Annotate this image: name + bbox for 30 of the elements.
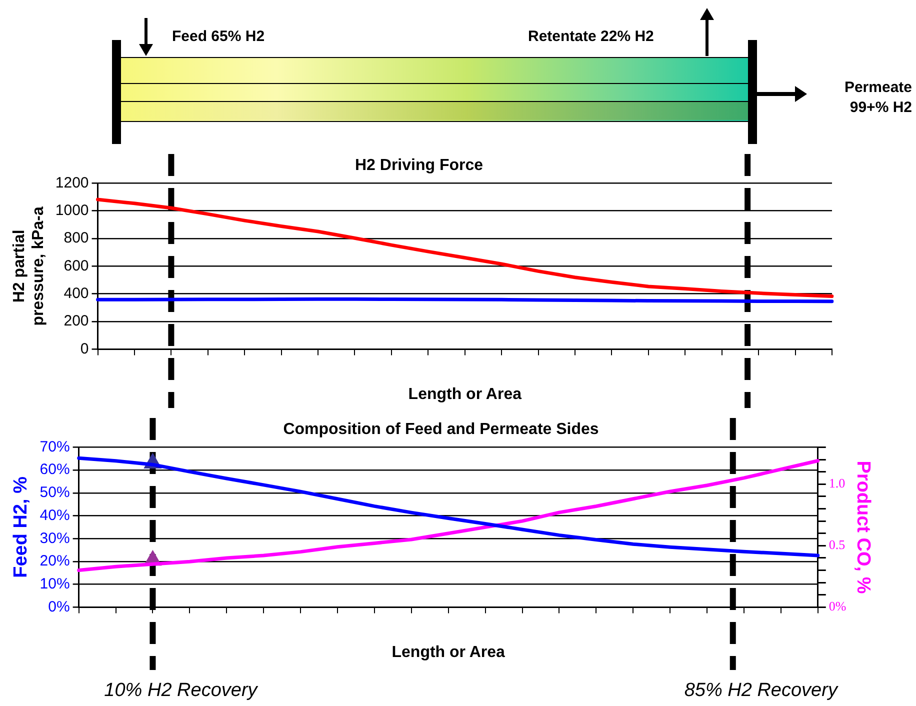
y-tick-label: 60%: [40, 461, 70, 478]
chart-title: H2 Driving Force: [354, 157, 484, 174]
y-tick-label: 200: [64, 312, 89, 330]
x-axis-title: Length or Area: [408, 386, 522, 403]
y-tick-label: 0%: [48, 598, 70, 616]
y-tick-label: 10%: [40, 575, 70, 592]
y-axis-title: Feed H2, %: [10, 476, 32, 578]
chart-title: Composition of Feed and Permeate Sides: [283, 421, 599, 438]
y-tick-label: 70%: [40, 438, 70, 456]
y-tick-label: 1000: [55, 202, 89, 220]
y-tick-label: 1200: [55, 174, 89, 192]
y-tick-label: 50%: [40, 484, 70, 502]
y-tick-label: 600: [64, 257, 89, 274]
text: Feed 65% H2: [172, 28, 265, 45]
y-tick-label: 0: [80, 340, 89, 358]
y2-tick-label: 1.0: [828, 476, 846, 491]
text: Permeate 99+% H2: [843, 78, 912, 118]
y-tick-label: 20%: [40, 552, 70, 570]
y-axis-title: H2 partial pressure, kPa-a: [11, 206, 48, 326]
text: 85% H2 Recovery: [684, 680, 839, 701]
x-axis-title: Length or Area: [392, 644, 506, 661]
text: 10% H2 Recovery: [104, 680, 259, 701]
y-tick-label: 800: [64, 230, 89, 247]
y2-tick-label: 0.5: [828, 537, 846, 552]
y2-tick-label: 0%: [828, 598, 846, 614]
y2-axis-title: Product CO, %: [852, 460, 874, 594]
text: Retentate 22% H2: [528, 28, 654, 45]
y-tick-label: 40%: [40, 506, 70, 524]
y-tick-label: 400: [64, 285, 89, 302]
y-tick-label: 30%: [40, 530, 70, 547]
